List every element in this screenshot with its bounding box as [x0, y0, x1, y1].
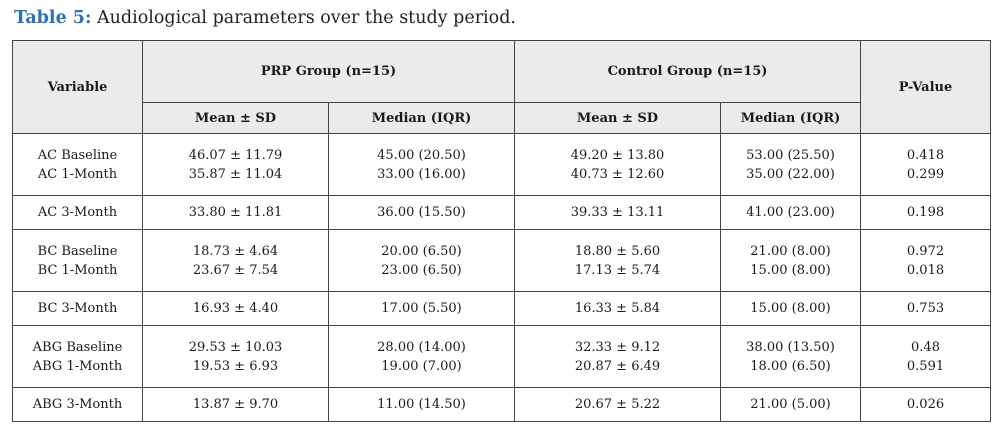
table-row: AC Baseline AC 1-Month 46.07 ± 11.79 35.87… [12, 133, 992, 196]
cell-prp-median: 45.00 (20.50) 33.00 (16.00) [328, 133, 515, 196]
table-row: ABG Baseline ABG 1-Month 29.53 ± 10.03 19.… [12, 325, 992, 388]
cell-control-mean: 32.33 ± 9.12 20.87 ± 6.49 [514, 325, 721, 388]
header-control-group: Control Group (n=15) [513, 40, 862, 103]
cell-prp-median: 36.00 (15.50) [328, 195, 515, 230]
cell-control-median: 41.00 (23.00) [719, 195, 862, 230]
cell-prp-median: 11.00 (14.50) [328, 387, 515, 422]
cell-prp-mean: 16.93 ± 4.40 [142, 291, 329, 326]
header-row-sub: Mean ± SD Median (IQR) Mean ± SD Median … [13, 102, 991, 134]
audiological-table: Variable PRP Group (n=15) Control Group … [12, 40, 992, 422]
cell-control-median: 38.00 (13.50) 18.00 (6.50) [719, 325, 862, 388]
table-row: BC 3-Month 16.93 ± 4.40 17.00 (5.50) 16.… [12, 291, 992, 326]
cell-prp-mean: 13.87 ± 9.70 [142, 387, 329, 422]
cell-control-mean: 16.33 ± 5.84 [514, 291, 721, 326]
cell-p-value: 0.972 0.018 [860, 229, 992, 292]
table-row: BC Baseline BC 1-Month 18.73 ± 4.64 23.67 … [12, 229, 992, 292]
table-row: AC 3-Month 33.80 ± 11.81 36.00 (15.50) 3… [12, 195, 992, 230]
table-row: ABG 3-Month 13.87 ± 9.70 11.00 (14.50) 2… [12, 387, 992, 422]
cell-control-median: 21.00 (5.00) [719, 387, 862, 422]
header-variable: Variable [12, 40, 143, 134]
cell-control-mean: 20.67 ± 5.22 [514, 387, 721, 422]
cell-variable: ABG 3-Month [12, 387, 143, 422]
cell-variable: AC 3-Month [12, 195, 143, 230]
cell-variable: AC Baseline AC 1-Month [12, 133, 143, 196]
cell-variable: ABG Baseline ABG 1-Month [12, 325, 143, 388]
header-control-median-iqr: Median (IQR) [719, 102, 862, 134]
header-control-mean-sd: Mean ± SD [514, 102, 721, 134]
cell-p-value: 0.753 [860, 291, 992, 326]
cell-p-value: 0.48 0.591 [860, 325, 992, 388]
caption-text: Audiological parameters over the study p… [97, 8, 516, 28]
header-prp-median-iqr: Median (IQR) [328, 102, 515, 134]
cell-prp-median: 17.00 (5.50) [328, 291, 515, 326]
cell-prp-mean: 33.80 ± 11.81 [142, 195, 329, 230]
cell-control-median: 53.00 (25.50) 35.00 (22.00) [719, 133, 862, 196]
cell-prp-mean: 29.53 ± 10.03 19.53 ± 6.93 [142, 325, 329, 388]
table-caption: Table 5: Audiological parameters over th… [14, 4, 516, 32]
header-row-top: Variable PRP Group (n=15) Control Group … [12, 40, 992, 134]
cell-control-median: 15.00 (8.00) [719, 291, 862, 326]
cell-prp-mean: 46.07 ± 11.79 35.87 ± 11.04 [142, 133, 329, 196]
cell-control-mean: 18.80 ± 5.60 17.13 ± 5.74 [514, 229, 721, 292]
caption-label: Table 5: [14, 8, 92, 28]
cell-control-median: 21.00 (8.00) 15.00 (8.00) [719, 229, 862, 292]
header-p-value: P-Value [860, 40, 992, 134]
cell-variable: BC Baseline BC 1-Month [12, 229, 143, 292]
header-prp-group: PRP Group (n=15) [142, 40, 515, 103]
cell-variable: BC 3-Month [12, 291, 143, 326]
cell-prp-mean: 18.73 ± 4.64 23.67 ± 7.54 [142, 229, 329, 292]
cell-control-mean: 39.33 ± 13.11 [514, 195, 721, 230]
header-prp-mean-sd: Mean ± SD [142, 102, 329, 134]
cell-p-value: 0.026 [860, 387, 992, 422]
cell-p-value: 0.418 0.299 [860, 133, 992, 196]
cell-p-value: 0.198 [860, 195, 992, 230]
cell-prp-median: 20.00 (6.50) 23.00 (6.50) [328, 229, 515, 292]
cell-prp-median: 28.00 (14.00) 19.00 (7.00) [328, 325, 515, 388]
cell-control-mean: 49.20 ± 13.80 40.73 ± 12.60 [514, 133, 721, 196]
